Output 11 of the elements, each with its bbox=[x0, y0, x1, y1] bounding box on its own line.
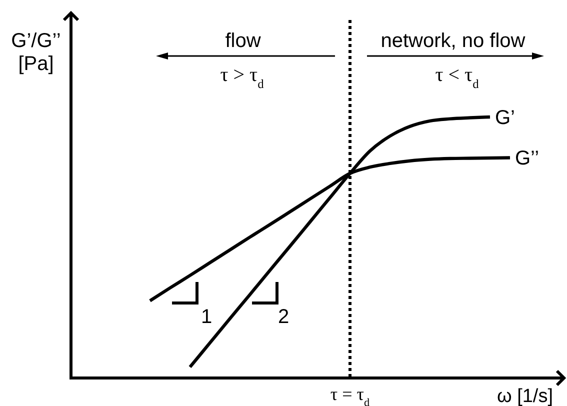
series-label: G’’ bbox=[515, 148, 540, 170]
text: τ > τ$_{d}$ bbox=[220, 64, 265, 91]
text: τ = τ$_{d}$ bbox=[330, 384, 370, 406]
text: network, no flow bbox=[380, 30, 526, 52]
text: τ < τ$_{d}$ bbox=[435, 64, 480, 91]
annotation: 1 bbox=[201, 306, 212, 328]
annotation: 2 bbox=[278, 306, 290, 328]
series-label: G’ bbox=[495, 107, 515, 129]
x-axis-title: ω [1/s] bbox=[496, 386, 553, 406]
y-axis-title: G’/G’’ [Pa] bbox=[11, 30, 61, 75]
text: flow bbox=[225, 30, 262, 52]
